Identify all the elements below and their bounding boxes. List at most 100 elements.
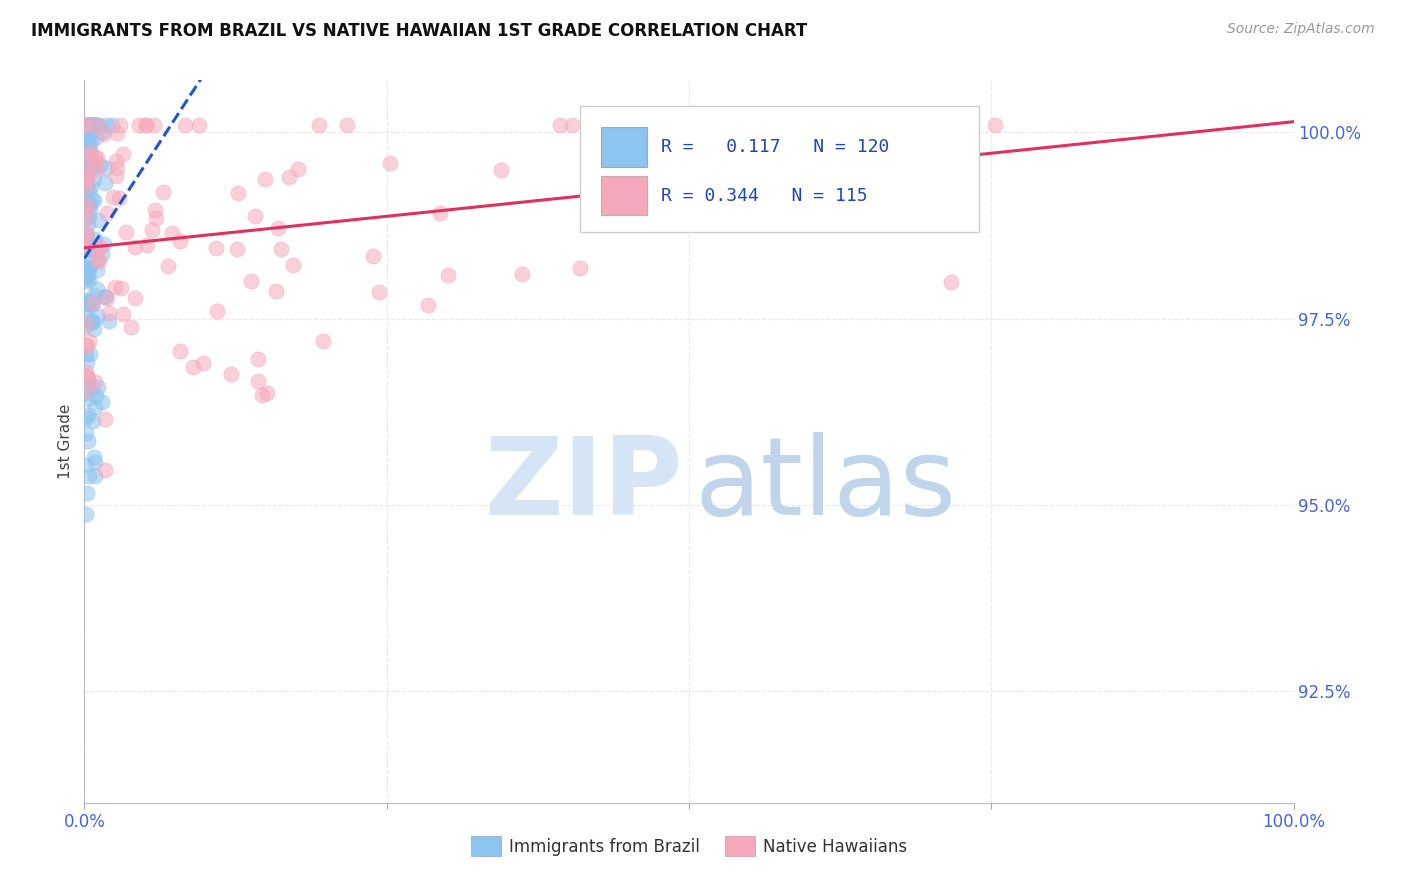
Point <box>75 179 97 194</box>
Point <box>75 384 97 398</box>
Point <box>240 274 263 288</box>
Point <box>174 118 197 132</box>
Point <box>801 118 824 132</box>
Text: IMMIGRANTS FROM BRAZIL VS NATIVE HAWAIIAN 1ST GRADE CORRELATION CHART: IMMIGRANTS FROM BRAZIL VS NATIVE HAWAIIA… <box>31 22 807 40</box>
Point <box>84 455 107 469</box>
Point <box>145 211 167 226</box>
Point <box>143 118 166 132</box>
Point <box>94 463 117 477</box>
Point <box>84 400 107 414</box>
Text: R = 0.344   N = 115: R = 0.344 N = 115 <box>661 186 868 204</box>
Point <box>169 234 191 248</box>
Point <box>93 236 115 251</box>
Point <box>76 217 98 231</box>
Point <box>84 468 107 483</box>
Y-axis label: 1st Grade: 1st Grade <box>58 404 73 479</box>
Point <box>76 118 98 132</box>
Point <box>77 434 100 449</box>
Point <box>120 319 142 334</box>
FancyBboxPatch shape <box>600 128 647 167</box>
Text: atlas: atlas <box>695 432 957 538</box>
Point <box>253 172 276 186</box>
Point <box>75 170 97 185</box>
Point <box>77 273 100 287</box>
Point <box>75 153 97 168</box>
Point <box>75 118 97 132</box>
Point <box>84 155 107 169</box>
Point <box>93 290 115 304</box>
Point <box>77 468 100 483</box>
Point <box>75 118 97 132</box>
Point <box>83 118 105 132</box>
Point <box>87 309 110 323</box>
Point <box>79 118 101 132</box>
Point <box>75 274 97 288</box>
Point <box>89 118 111 132</box>
Point <box>75 211 97 226</box>
Point <box>82 296 104 310</box>
Point <box>83 150 105 164</box>
Point <box>75 202 97 216</box>
Point <box>77 260 100 274</box>
Point <box>160 226 183 240</box>
Point <box>368 285 391 299</box>
Point <box>77 118 100 132</box>
Point <box>84 118 107 132</box>
Point <box>76 355 98 369</box>
Point <box>90 247 112 261</box>
Point <box>76 227 98 242</box>
Point <box>77 121 100 136</box>
Point <box>287 161 309 176</box>
Point <box>763 125 786 139</box>
Point <box>75 347 97 361</box>
Point <box>76 179 98 194</box>
Point <box>77 334 100 348</box>
Point <box>191 356 214 370</box>
Point <box>80 135 103 149</box>
Point <box>75 118 97 132</box>
Point <box>84 130 107 145</box>
Point <box>83 193 105 207</box>
Point <box>984 118 1007 132</box>
Point <box>97 306 120 320</box>
Point <box>115 225 138 239</box>
Point <box>87 118 110 132</box>
Point <box>83 376 105 390</box>
Point <box>75 508 97 522</box>
Point <box>76 165 98 179</box>
Point <box>82 193 104 207</box>
Point <box>308 118 330 132</box>
Point <box>82 118 104 132</box>
Point <box>83 118 105 132</box>
Point <box>124 240 146 254</box>
Point <box>941 275 963 289</box>
Point <box>75 302 97 317</box>
Point <box>135 118 157 132</box>
Point <box>75 231 97 245</box>
Point <box>80 118 103 132</box>
Point <box>111 147 134 161</box>
Text: ZIP: ZIP <box>485 432 683 538</box>
Point <box>82 118 104 132</box>
Point <box>76 297 98 311</box>
Point <box>79 126 101 140</box>
Point <box>76 370 98 384</box>
Point <box>90 125 112 139</box>
Point <box>205 241 228 255</box>
Point <box>82 118 104 132</box>
Point <box>157 259 180 273</box>
Point <box>112 307 135 321</box>
Point <box>90 395 112 409</box>
Point <box>75 225 97 239</box>
Point <box>80 295 103 310</box>
Point <box>75 230 97 244</box>
Point <box>76 149 98 163</box>
Point <box>82 315 104 329</box>
Legend: Immigrants from Brazil, Native Hawaiians: Immigrants from Brazil, Native Hawaiians <box>464 830 914 863</box>
Point <box>361 249 384 263</box>
Point <box>77 134 100 148</box>
Point <box>266 284 288 298</box>
Point <box>312 334 335 348</box>
Point <box>75 385 97 400</box>
Point <box>256 386 278 401</box>
